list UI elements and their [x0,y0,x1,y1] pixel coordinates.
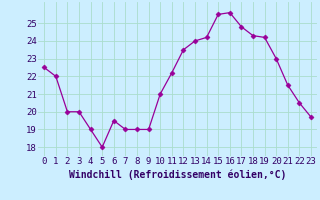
X-axis label: Windchill (Refroidissement éolien,°C): Windchill (Refroidissement éolien,°C) [69,169,286,180]
